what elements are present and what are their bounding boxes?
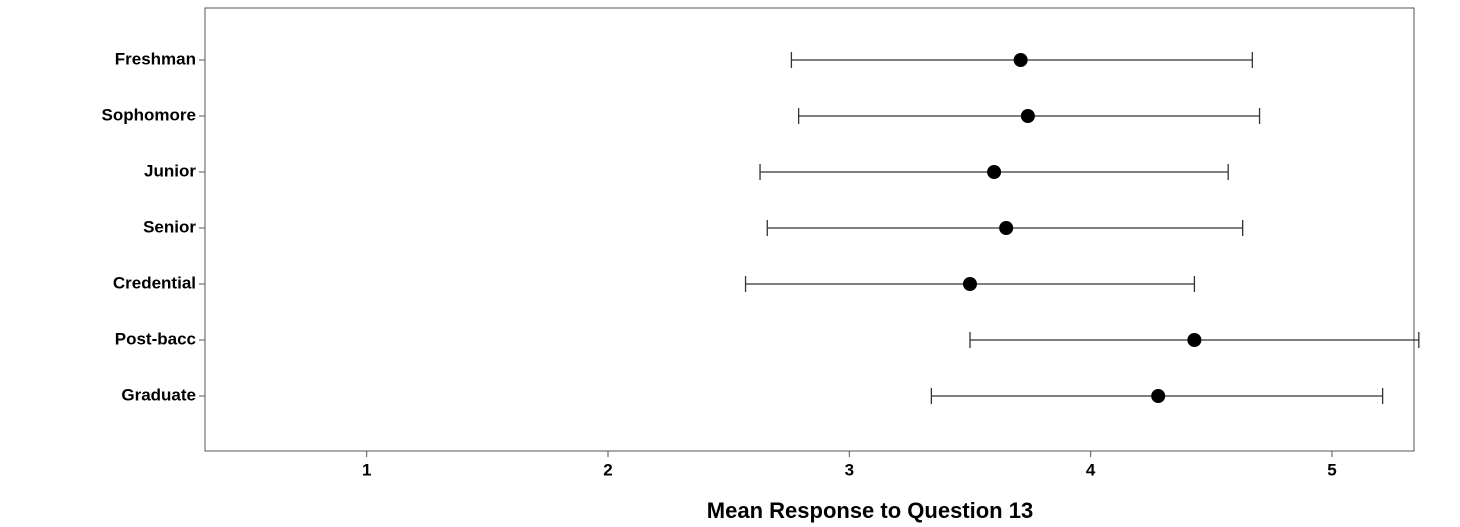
plot-frame <box>205 8 1414 451</box>
x-axis-title: Mean Response to Question 13 <box>707 498 1033 523</box>
y-tick-label: Post-bacc <box>115 329 196 348</box>
mean-point <box>1021 109 1035 123</box>
mean-point <box>963 277 977 291</box>
mean-point <box>1151 389 1165 403</box>
x-tick-label: 1 <box>362 460 371 479</box>
y-tick-label: Junior <box>144 161 196 180</box>
y-tick-label: Credential <box>113 273 196 292</box>
y-tick-label: Senior <box>143 217 196 236</box>
x-tick-label: 3 <box>845 460 854 479</box>
y-tick-label: Sophomore <box>102 105 196 124</box>
mean-point <box>1187 333 1201 347</box>
y-tick-label: Freshman <box>115 49 196 68</box>
x-tick-label: 2 <box>603 460 612 479</box>
x-tick-label: 5 <box>1327 460 1336 479</box>
mean-point <box>1014 53 1028 67</box>
x-tick-label: 4 <box>1086 460 1096 479</box>
mean-point <box>999 221 1013 235</box>
mean-point <box>987 165 1001 179</box>
chart: Mean Response to Question 13 1 2 3 4 5 Freshm… <box>0 0 1460 527</box>
y-tick-label: Graduate <box>121 385 196 404</box>
